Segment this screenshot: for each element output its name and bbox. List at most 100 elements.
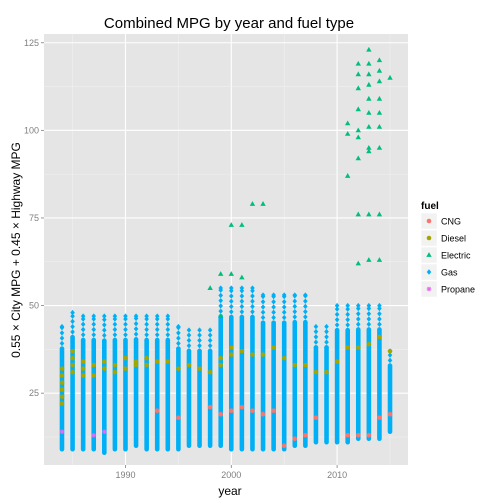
y-tick-label: 100 <box>24 125 39 135</box>
gas-point <box>281 314 287 321</box>
electric-point <box>249 201 256 206</box>
diesel-point <box>102 359 107 364</box>
electric-point <box>207 285 213 290</box>
diesel-point <box>334 359 340 364</box>
y-tick-label: 75 <box>29 213 39 223</box>
diesel-point <box>112 369 118 375</box>
gas-point <box>123 313 128 319</box>
electric-point <box>366 109 372 115</box>
gas-point <box>260 314 266 321</box>
star-stroke <box>60 429 64 434</box>
gas-point <box>355 311 361 317</box>
gas-point <box>91 337 97 343</box>
diesel-point <box>313 369 319 375</box>
gas-point <box>313 334 319 340</box>
gas-point <box>292 308 298 315</box>
legend-swatch-electric <box>426 252 432 257</box>
gas-point <box>91 326 97 333</box>
gas-point <box>80 337 86 343</box>
cng-point <box>228 408 234 413</box>
electric-point <box>344 130 351 136</box>
gas-point <box>91 316 97 322</box>
gas-point <box>355 326 361 333</box>
legend-item-electric: Electric <box>420 246 471 264</box>
gas-point <box>355 316 361 322</box>
electric-point <box>260 201 266 206</box>
y-tick-label: 25 <box>29 388 39 398</box>
gas-point <box>218 303 224 309</box>
gas-point <box>324 328 329 335</box>
gas-point <box>207 332 213 338</box>
gas-point <box>281 320 287 326</box>
diesel-point <box>59 373 65 378</box>
electric-point <box>366 81 372 87</box>
diesel-point <box>228 345 234 350</box>
cng-point <box>260 411 266 417</box>
electric-point <box>366 148 372 154</box>
x-tick-label: 2010 <box>327 470 347 480</box>
gas-point <box>80 326 86 333</box>
legend-label-gas: Gas <box>441 268 458 278</box>
electric-point <box>366 60 372 66</box>
propane-point <box>59 429 65 435</box>
gas-point <box>123 321 128 327</box>
cng-point <box>207 404 213 410</box>
electric-point <box>366 95 372 101</box>
gas-point <box>186 327 192 333</box>
gas-point <box>292 303 298 310</box>
gas-point <box>250 309 255 315</box>
gas-point <box>218 297 224 304</box>
gas-point <box>345 322 350 328</box>
electric-point <box>355 211 361 217</box>
gas-point <box>133 331 139 337</box>
gas-point <box>91 313 97 319</box>
gas-point <box>154 321 160 327</box>
diesel-point <box>123 355 128 361</box>
gas-point <box>207 337 213 344</box>
y-tick-label: 50 <box>29 301 39 311</box>
gas-point <box>239 293 245 299</box>
gas-point <box>377 305 382 312</box>
gas-point <box>112 337 118 343</box>
y-tick-labels: 25 50 75 100 125 <box>24 38 44 398</box>
diesel-point <box>59 394 65 399</box>
gas-point <box>355 305 361 312</box>
cng-point <box>303 432 308 438</box>
gas-point <box>91 321 97 327</box>
gas-point <box>133 313 139 319</box>
diesel-point <box>387 348 393 354</box>
gas-point <box>197 332 202 338</box>
gas-point <box>197 337 202 344</box>
gas-point <box>197 348 202 354</box>
diesel-point <box>80 359 86 364</box>
gas-point <box>186 332 192 338</box>
legend: fuel CNG Diesel Electric Gas Propane <box>420 201 475 298</box>
cng-point <box>271 408 276 413</box>
gas-point <box>123 332 128 338</box>
gas-point <box>281 292 287 298</box>
gas-point <box>345 316 350 323</box>
legend-label-electric: Electric <box>441 251 471 261</box>
electric-point <box>366 123 372 129</box>
gas-point <box>377 316 382 322</box>
diesel-point <box>324 369 329 375</box>
gas-point <box>59 330 65 336</box>
star-stroke <box>91 433 96 438</box>
gas-point <box>366 326 372 333</box>
gas-point <box>59 323 65 330</box>
diesel-point <box>123 366 128 371</box>
gas-point <box>197 342 202 349</box>
electric-point <box>355 106 361 112</box>
gas-point <box>334 327 340 333</box>
gas-point <box>334 306 340 312</box>
gas-point <box>303 314 308 320</box>
gas-point <box>324 339 329 345</box>
diesel-point <box>366 341 372 347</box>
electric-point <box>366 46 372 52</box>
gas-point <box>260 299 266 305</box>
gas-point <box>324 323 329 330</box>
gas-point <box>176 345 181 352</box>
gas-point <box>250 314 255 320</box>
electric-point <box>376 109 383 115</box>
gas-point <box>70 309 75 316</box>
